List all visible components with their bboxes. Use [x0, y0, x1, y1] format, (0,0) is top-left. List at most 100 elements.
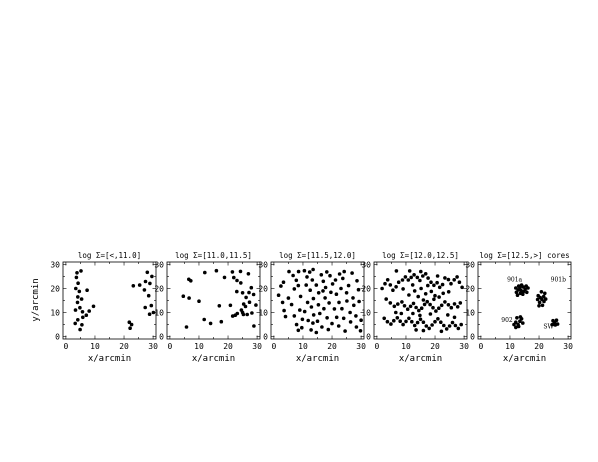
x-tick-label: 20 — [430, 342, 440, 351]
data-point — [443, 276, 447, 280]
data-point — [249, 285, 254, 290]
data-point — [540, 303, 545, 308]
data-point — [143, 305, 147, 310]
y-tick-label: 10 — [361, 309, 371, 318]
data-point — [137, 283, 142, 287]
data-point — [410, 319, 414, 324]
data-point — [410, 283, 415, 287]
data-point — [385, 319, 390, 324]
data-point — [91, 304, 96, 309]
data-point — [432, 283, 436, 288]
data-point — [446, 313, 450, 317]
data-point — [414, 305, 418, 310]
data-point — [518, 315, 523, 319]
panel-title: log Σ=[11.5,12.0] — [279, 251, 356, 260]
data-point — [406, 278, 411, 282]
data-point — [247, 290, 251, 295]
data-point — [330, 321, 334, 326]
data-point — [348, 310, 352, 315]
data-point — [426, 283, 430, 288]
data-point — [396, 302, 400, 306]
data-point — [217, 304, 222, 308]
data-point — [405, 307, 410, 312]
data-point — [344, 291, 349, 295]
data-point — [197, 299, 201, 304]
data-point — [433, 293, 437, 298]
x-tick-label: 30 — [356, 342, 366, 351]
data-point — [80, 310, 85, 314]
x-tick-label: 10 — [505, 342, 515, 351]
data-point — [84, 313, 89, 318]
data-point — [512, 322, 516, 327]
data-point — [340, 306, 344, 311]
data-point — [443, 300, 447, 304]
data-point — [348, 320, 353, 324]
panel-title: log Σ=[11.0,11.5] — [175, 251, 252, 260]
data-point — [276, 293, 281, 298]
data-point — [407, 269, 412, 273]
data-point — [332, 307, 337, 311]
data-point — [131, 284, 136, 288]
data-point — [319, 273, 324, 277]
data-point — [81, 315, 85, 320]
data-point — [455, 305, 460, 309]
data-point — [302, 268, 307, 273]
x-tick-label: 10 — [90, 342, 100, 351]
data-point — [296, 269, 301, 274]
x-axis-label: x/arcmin — [296, 354, 339, 364]
data-point — [388, 283, 393, 287]
data-point — [322, 306, 326, 311]
data-point — [310, 278, 315, 282]
y-tick-label: 20 — [361, 284, 371, 293]
data-point — [412, 273, 416, 277]
data-point — [128, 326, 132, 331]
data-point — [76, 295, 80, 299]
data-point — [73, 308, 78, 312]
x-tick-label: 30 — [252, 342, 262, 351]
annotation-label: 901a — [507, 276, 522, 283]
data-point — [311, 296, 316, 301]
data-point — [279, 284, 283, 288]
data-point — [302, 309, 307, 314]
data-point — [421, 274, 425, 278]
data-point — [254, 303, 258, 307]
data-point — [292, 314, 297, 318]
data-point — [336, 324, 341, 328]
data-point — [435, 280, 439, 285]
data-point — [351, 296, 355, 300]
data-point — [77, 289, 82, 294]
data-point — [345, 299, 349, 303]
data-point — [323, 296, 327, 300]
data-point — [525, 290, 529, 295]
data-point — [423, 292, 428, 296]
data-point — [78, 327, 82, 332]
data-point — [292, 287, 297, 291]
data-point — [403, 275, 408, 279]
data-point — [333, 278, 338, 282]
data-point — [400, 278, 405, 282]
data-point — [516, 324, 521, 329]
data-point — [219, 319, 224, 324]
data-point — [244, 295, 248, 300]
data-point — [407, 293, 411, 297]
data-point — [424, 324, 429, 328]
data-point — [314, 283, 319, 287]
y-tick-label: 30 — [361, 260, 371, 269]
data-point — [450, 320, 455, 325]
data-point — [428, 302, 432, 307]
data-point — [314, 330, 319, 335]
data-point — [435, 274, 440, 278]
data-point — [421, 298, 426, 302]
data-point — [446, 290, 451, 294]
data-point — [515, 316, 519, 320]
data-point — [147, 312, 152, 317]
data-point — [181, 294, 186, 299]
x-tick-label: 20 — [327, 342, 337, 351]
data-point — [280, 300, 285, 305]
data-point — [427, 326, 432, 331]
x-tick-label: 0 — [63, 342, 68, 351]
data-point — [433, 319, 437, 324]
data-point — [281, 280, 286, 285]
data-point — [452, 315, 457, 320]
x-tick-label: 0 — [167, 342, 172, 351]
